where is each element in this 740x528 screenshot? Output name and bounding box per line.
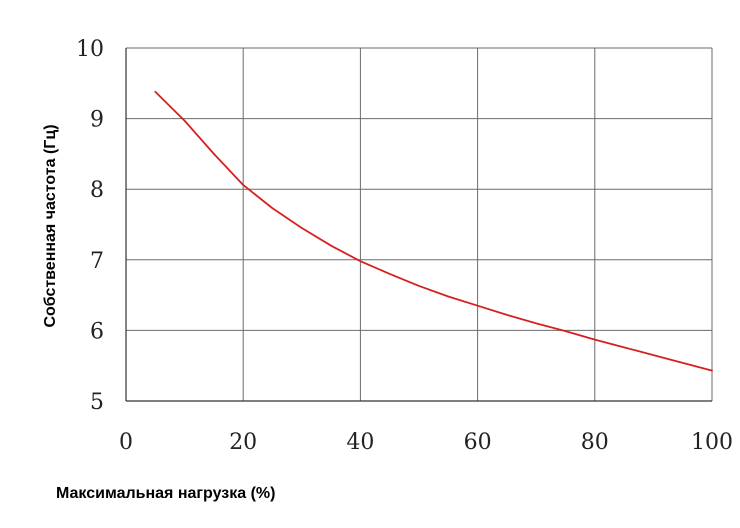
x-tick-label: 0 <box>119 430 133 455</box>
y-tick-label: 10 <box>76 37 104 62</box>
series-line <box>154 90 713 372</box>
x-tick-label: 80 <box>581 430 609 455</box>
tick-labels: 0 20 40 60 80 100 5 6 7 8 9 10 <box>76 37 733 455</box>
x-axis-title: Максимальная нагрузка (%) <box>56 485 275 502</box>
series-layer <box>154 90 713 372</box>
axes <box>125 48 712 402</box>
y-tick-label: 8 <box>90 178 104 203</box>
x-tick-label: 20 <box>229 430 257 455</box>
y-axis-title: Собственная частота (Гц) <box>42 124 59 327</box>
x-tick-label: 60 <box>464 430 492 455</box>
y-tick-label: 5 <box>90 390 104 415</box>
y-tick-label: 9 <box>90 108 104 133</box>
y-tick-label: 6 <box>90 319 104 344</box>
y-tick-label: 7 <box>90 249 104 274</box>
x-tick-label: 100 <box>691 430 733 455</box>
x-tick-label: 40 <box>346 430 374 455</box>
